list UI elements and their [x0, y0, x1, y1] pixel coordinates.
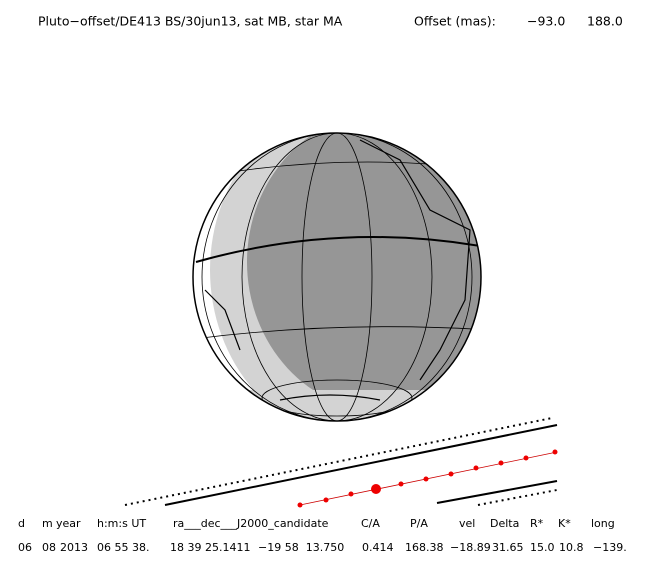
globe	[192, 132, 482, 422]
cell: 06	[18, 541, 32, 554]
cell: 168.38	[405, 541, 444, 554]
cell: 10.8	[559, 541, 584, 554]
column-header: h:m:s UT	[97, 517, 146, 530]
cell: 18 39 25.1411	[170, 541, 250, 554]
column-header: year	[56, 517, 81, 530]
shadow-path	[124, 417, 558, 508]
column-header: d	[18, 517, 25, 530]
column-header: ra___dec___J2000_candidate	[173, 517, 329, 530]
cell: 15.0	[530, 541, 555, 554]
cell: 06 55 38.	[97, 541, 149, 554]
cell: −19 58 13.750	[258, 541, 344, 554]
offset-label: Offset (mas):	[414, 14, 496, 29]
column-header: K*	[558, 517, 571, 530]
cell: 2013	[60, 541, 88, 554]
column-header: m	[42, 517, 53, 530]
cell: 08	[42, 541, 56, 554]
offset-value: 188.0	[587, 14, 623, 29]
column-header: C/A	[361, 517, 380, 530]
column-header: P/A	[410, 517, 428, 530]
title: Pluto−offset/DE413 BS/30jun13, sat MB, s…	[38, 14, 343, 29]
cell: −18.89	[450, 541, 491, 554]
column-header: R*	[530, 517, 544, 530]
column-header: vel	[459, 517, 475, 530]
cell: 0.414	[362, 541, 394, 554]
column-header: long	[591, 517, 615, 530]
cell: 31.65	[492, 541, 524, 554]
offset-value: −93.0	[527, 14, 565, 29]
cell: −139.	[593, 541, 627, 554]
event-table: d m year h:m:s UT ra___dec___J2000_candidate…	[18, 517, 627, 554]
column-header: Delta	[490, 517, 519, 530]
